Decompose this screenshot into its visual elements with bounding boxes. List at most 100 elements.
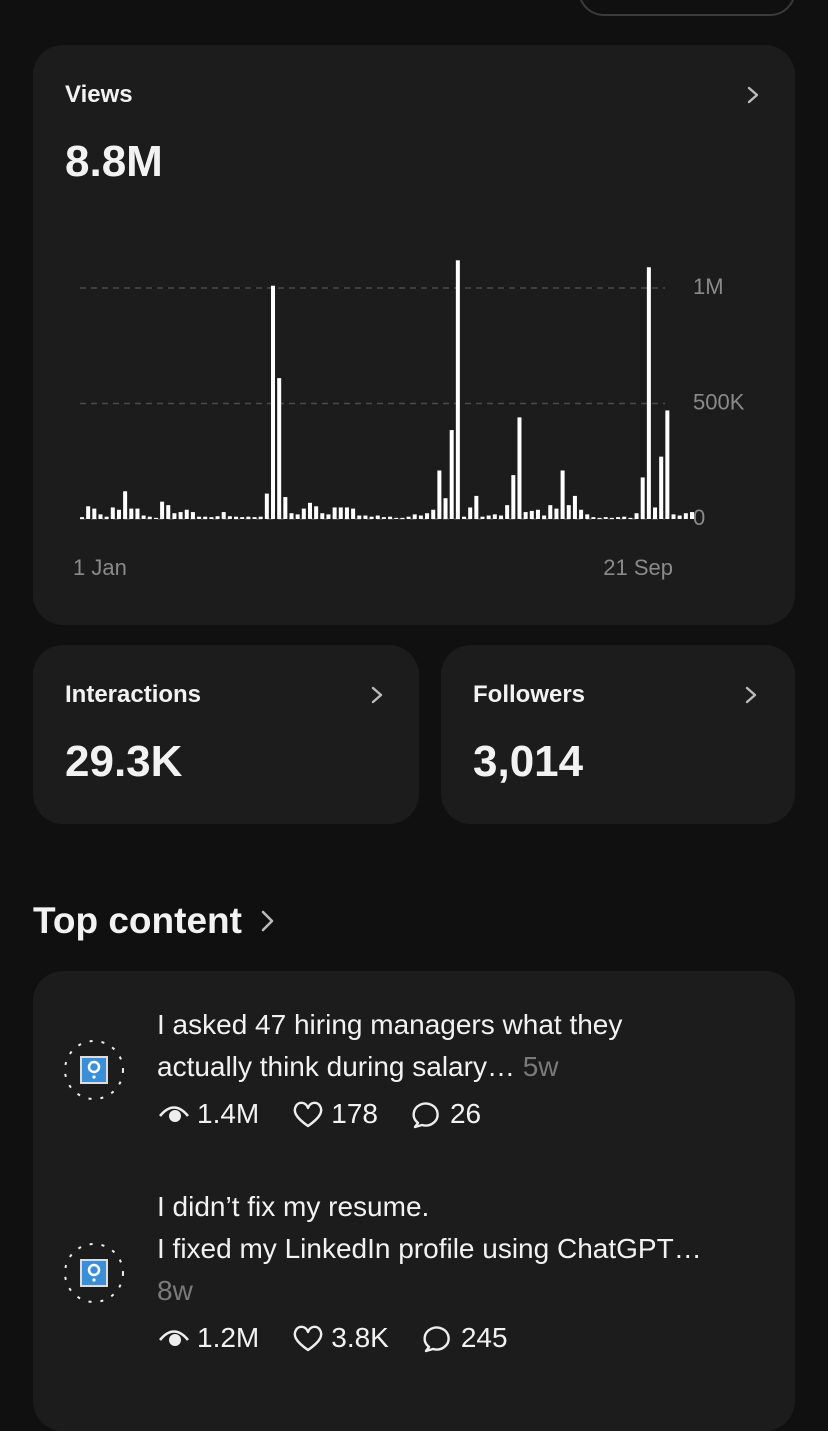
y-tick-label: 1M	[693, 274, 724, 299]
bar	[616, 517, 621, 519]
post-body: I asked 47 hiring managers what they act…	[157, 1009, 623, 1082]
y-tick-label: 500K	[693, 389, 745, 414]
bar	[92, 508, 97, 519]
screen: {"views_card": {"title": "Views", "total…	[33, 0, 796, 1431]
bar	[153, 517, 158, 519]
bar	[160, 501, 165, 519]
bar	[486, 515, 491, 519]
bar	[277, 378, 282, 519]
x-tick-label: 21 Sep	[603, 555, 673, 580]
views-count: 1.2M	[197, 1322, 260, 1353]
bar	[418, 515, 423, 519]
bar	[141, 515, 146, 519]
bar	[591, 517, 596, 519]
section-header[interactable]: Top content	[33, 900, 280, 942]
card-total: 29.3K	[65, 737, 183, 786]
views-stat: 1.4M	[157, 1098, 259, 1130]
post-text[interactable]: I asked 47 hiring managers what they act…	[157, 1004, 702, 1088]
bar	[190, 512, 195, 519]
replies-count: 245	[460, 1322, 508, 1353]
bar	[628, 517, 633, 519]
bar	[646, 267, 651, 519]
bar	[640, 477, 645, 519]
bar	[301, 508, 306, 519]
replies-stat: 245	[421, 1322, 508, 1354]
bar	[363, 515, 368, 519]
bar	[381, 517, 386, 519]
views-card[interactable]: Views 8.8M 0 500K 1M 1 Jan 21 Sep	[33, 45, 795, 625]
bar	[653, 507, 658, 519]
bar	[480, 516, 485, 519]
bar	[86, 506, 91, 519]
chevron	[747, 86, 759, 104]
eye-icon	[158, 1330, 190, 1346]
likes-stat: 178	[291, 1098, 378, 1130]
bar	[326, 514, 331, 519]
bar	[209, 517, 214, 519]
views-count: 1.4M	[197, 1098, 260, 1129]
replies-stat: 26	[410, 1098, 481, 1130]
bar	[375, 515, 380, 519]
bar	[234, 516, 239, 519]
bar	[240, 517, 245, 519]
bar	[400, 517, 405, 519]
bar	[258, 516, 263, 519]
bar	[431, 509, 436, 519]
post-text[interactable]: I didn’t fix my resume. I fixed my Linke…	[157, 1186, 702, 1312]
post-stats: 1.4M 178 26	[157, 1098, 513, 1130]
post-body: I didn’t fix my resume. I fixed my Linke…	[157, 1191, 702, 1264]
bar	[332, 507, 337, 519]
bar	[634, 513, 639, 519]
followers-card[interactable]: Followers 3,014	[441, 645, 795, 824]
bar	[283, 497, 288, 519]
bar	[289, 513, 294, 519]
bar	[388, 516, 393, 519]
top-button[interactable]	[578, 0, 796, 16]
chart: 0 500K 1M 1 Jan 21 Sep	[73, 260, 745, 580]
bar	[412, 514, 417, 519]
bar	[449, 430, 454, 519]
interactions-card[interactable]: Interactions 29.3K	[33, 645, 419, 824]
post-thumbnail[interactable]	[63, 1242, 125, 1304]
bar	[437, 470, 442, 519]
bar	[665, 410, 670, 519]
bar	[542, 515, 547, 519]
reply-icon	[423, 1326, 450, 1353]
heart-icon	[293, 1325, 323, 1352]
bar	[505, 505, 510, 519]
bar	[344, 507, 349, 519]
heart-icon	[293, 1101, 323, 1128]
chevron	[745, 686, 757, 704]
bar	[671, 514, 676, 519]
top-content-card: I asked 47 hiring managers what they act…	[33, 971, 795, 1431]
likes-count: 3.8K	[331, 1322, 389, 1353]
reply-icon	[412, 1102, 439, 1129]
bar	[425, 513, 430, 519]
bar	[264, 493, 269, 519]
bar	[406, 516, 411, 519]
bar	[197, 516, 202, 519]
bar	[351, 508, 356, 519]
bar	[659, 456, 664, 519]
bar	[98, 514, 103, 519]
card-total: 3,014	[473, 737, 584, 786]
bar	[369, 516, 374, 519]
bar	[320, 513, 325, 519]
bar	[221, 512, 226, 519]
bar	[548, 505, 553, 519]
bar	[110, 507, 115, 519]
bar	[338, 507, 343, 519]
card-title: Views	[65, 81, 133, 108]
bar	[443, 498, 448, 519]
chevron	[371, 686, 383, 704]
section-title: Top content	[33, 900, 242, 941]
card-title: Interactions	[65, 681, 202, 708]
bar	[492, 514, 497, 519]
bar	[554, 508, 559, 519]
bar	[498, 515, 503, 519]
y-tick-label: 0	[693, 505, 705, 530]
post-age: 5w	[522, 1051, 559, 1082]
post-thumbnail[interactable]	[63, 1039, 125, 1101]
bar	[468, 507, 473, 519]
bar	[622, 516, 627, 519]
